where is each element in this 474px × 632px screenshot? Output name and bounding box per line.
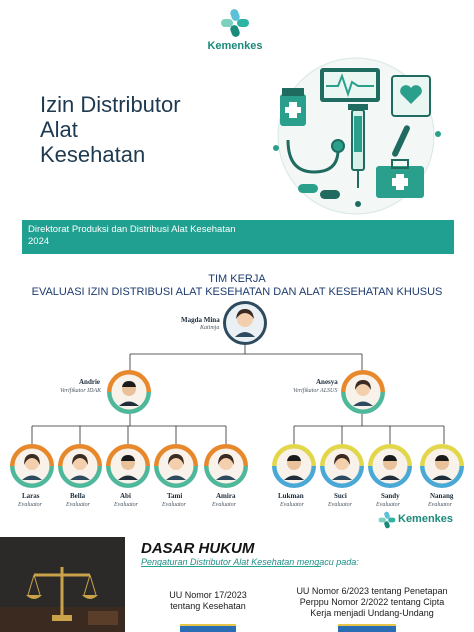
avatar-abi	[106, 444, 150, 488]
evaluator-role: Evaluator	[280, 502, 304, 508]
law-line: UU Nomor 6/2023 tentang Penetapan	[296, 586, 448, 596]
medical-illustration	[273, 57, 441, 215]
verifier-name-anesya: Anesya	[316, 378, 338, 386]
banner: Direktorat Produksi dan Distribusi Alat …	[0, 220, 474, 254]
evaluator-role: Evaluator	[66, 502, 90, 508]
evaluator-name: Bella	[70, 492, 86, 500]
evaluator-name: Sandy	[381, 492, 400, 500]
banner-line: Direktorat Produksi dan Distribusi Alat …	[28, 224, 236, 235]
law-item: UU Nomor 17/2023 tentang Kesehatan	[148, 590, 268, 612]
avatar-andrie	[107, 370, 151, 414]
evaluator-name: Nanang	[430, 492, 454, 500]
verifier-role-andrie: Verifikator IDAK	[60, 388, 102, 394]
avatar-bella	[58, 444, 102, 488]
avatar-sandy	[368, 444, 412, 488]
kemenkes-logo-icon	[221, 9, 249, 37]
verifier-role-anesya: Verifikator ALSUS	[293, 388, 338, 394]
evaluator-name: Lukman	[278, 492, 304, 500]
page-title: Izin Distributor Alat Kesehatan	[40, 92, 270, 167]
head-role: Katimja	[200, 325, 220, 331]
head-name: Magda Mina	[181, 316, 220, 324]
law-line: UU Nomor 17/2023	[169, 590, 247, 600]
org-heading-line: TIM KERJA	[208, 273, 266, 285]
kemenkes-logo-small: Kemenkes	[378, 511, 468, 529]
evaluator-name: Abi	[120, 492, 131, 500]
evaluator-name: Suci	[334, 492, 347, 500]
logo-text: Kemenkes	[398, 513, 454, 525]
document-thumbnail	[180, 624, 236, 632]
title-line: Izin Distributor	[40, 92, 181, 117]
law-line: tentang Kesehatan	[170, 601, 246, 611]
avatar-nanang	[420, 444, 464, 488]
evaluator-name: Tami	[167, 492, 183, 500]
law-line: Kerja menjadi Undang-Undang	[310, 608, 434, 618]
evaluator-role: Evaluator	[18, 502, 42, 508]
avatar-lukman	[272, 444, 316, 488]
avatar-tami	[154, 444, 198, 488]
section-title: DASAR HUKUM	[141, 540, 255, 557]
title-line: Alat	[40, 117, 78, 142]
justice-scale-photo	[0, 537, 125, 632]
law-line: Perppu Nomor 2/2022 tentang Cipta	[299, 597, 445, 607]
banner-line: 2024	[28, 236, 50, 247]
law-item: UU Nomor 6/2023 tentang Penetapan Perppu…	[284, 586, 460, 619]
evaluator-name: Laras	[22, 492, 40, 500]
verifier-name-andrie: Andrie	[79, 378, 100, 386]
org-heading-line: EVALUASI IZIN DISTRIBUSI ALAT KESEHATAN …	[31, 286, 443, 298]
kemenkes-logo-icon	[378, 511, 396, 529]
avatar-amira	[204, 444, 248, 488]
org-heading: TIM KERJA EVALUASI IZIN DISTRIBUSI ALAT …	[0, 273, 474, 299]
title-line: Kesehatan	[40, 142, 146, 167]
kemenkes-logo: Kemenkes	[200, 8, 270, 52]
avatar-anesya	[341, 370, 385, 414]
section-subtitle: Pengaturan Distributor Alat Kesehatan me…	[141, 557, 359, 567]
avatar-laras	[10, 444, 54, 488]
banner-box: Direktorat Produksi dan Distribusi Alat …	[22, 220, 454, 254]
evaluator-role: Evaluator	[114, 502, 138, 508]
evaluator-role: Evaluator	[162, 502, 186, 508]
avatar-magda-mina	[223, 301, 267, 345]
evaluator-role: Evaluator	[428, 502, 452, 508]
evaluator-role: Evaluator	[328, 502, 352, 508]
scale-of-justice-icon	[0, 537, 125, 632]
document-thumbnail	[338, 624, 396, 632]
evaluator-role: Evaluator	[212, 502, 236, 508]
subtitle-underline	[141, 566, 321, 567]
evaluator-role: Evaluator	[376, 502, 400, 508]
evaluator-name: Amira	[216, 492, 236, 500]
avatar-suci	[320, 444, 364, 488]
logo-text: Kemenkes	[207, 40, 263, 52]
